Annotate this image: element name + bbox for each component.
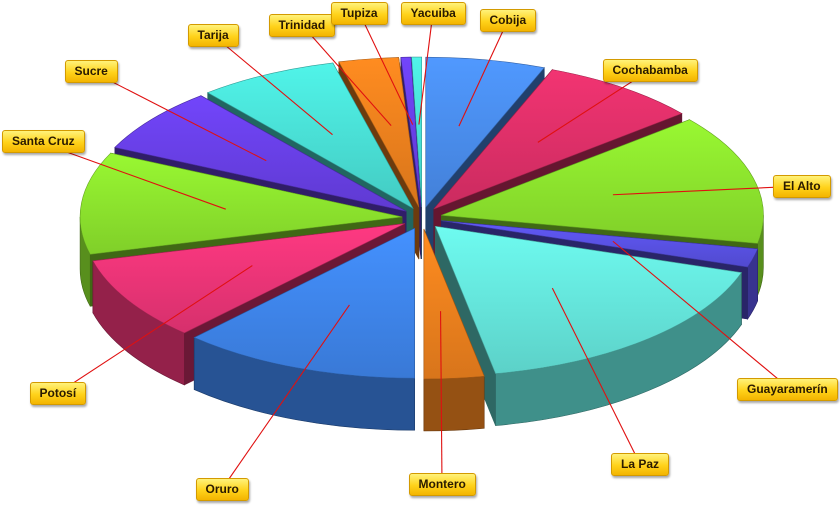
slice-top [114, 95, 407, 212]
leader-line [551, 287, 641, 465]
slice-label: Trinidad [268, 13, 336, 37]
slice-top [434, 225, 742, 374]
leader-line [612, 185, 803, 196]
slice-top [400, 56, 422, 208]
slice-label: Yacuiba [400, 2, 466, 25]
slice-label: Sucre [64, 59, 118, 83]
pie-slice-montero [423, 228, 485, 432]
slice-label: Guayaramerín [737, 377, 838, 401]
slice-label: Tupiza [330, 2, 388, 25]
slice-label: La Paz [611, 452, 670, 476]
leader-line [57, 265, 253, 394]
leader-line [458, 19, 509, 127]
slice-top [423, 228, 485, 380]
slice-top [411, 56, 422, 208]
slice-top [193, 227, 415, 379]
slice-label: Montero [408, 472, 476, 496]
slice-label: El Alto [773, 174, 831, 198]
slice-top [206, 62, 414, 209]
leader-line [212, 34, 333, 136]
slice-outer-wall [423, 375, 485, 432]
leader-line [301, 24, 392, 127]
slice-top [441, 119, 764, 244]
slice-label: Potosí [29, 381, 87, 405]
leader-line [90, 70, 267, 162]
leader-line [221, 304, 350, 490]
slice-top [441, 220, 759, 268]
slice-label: Santa Cruz [2, 129, 85, 153]
leader-lines [35, 11, 803, 490]
leader-line [612, 240, 791, 390]
slice-top [92, 223, 405, 334]
leader-line [439, 311, 443, 485]
slice-top [425, 56, 545, 209]
leader-line [537, 69, 651, 143]
pie-slice-la-paz [434, 225, 742, 426]
leader-line [358, 11, 414, 125]
slice-label: Cobija [479, 8, 537, 32]
pie-slice-oruro [193, 227, 415, 431]
slice-label: Oruro [195, 477, 249, 501]
leader-line [418, 11, 434, 125]
slice-label: Tarija [187, 23, 239, 47]
slice-label: Cochabamba [602, 58, 698, 82]
slice-top [79, 152, 403, 255]
